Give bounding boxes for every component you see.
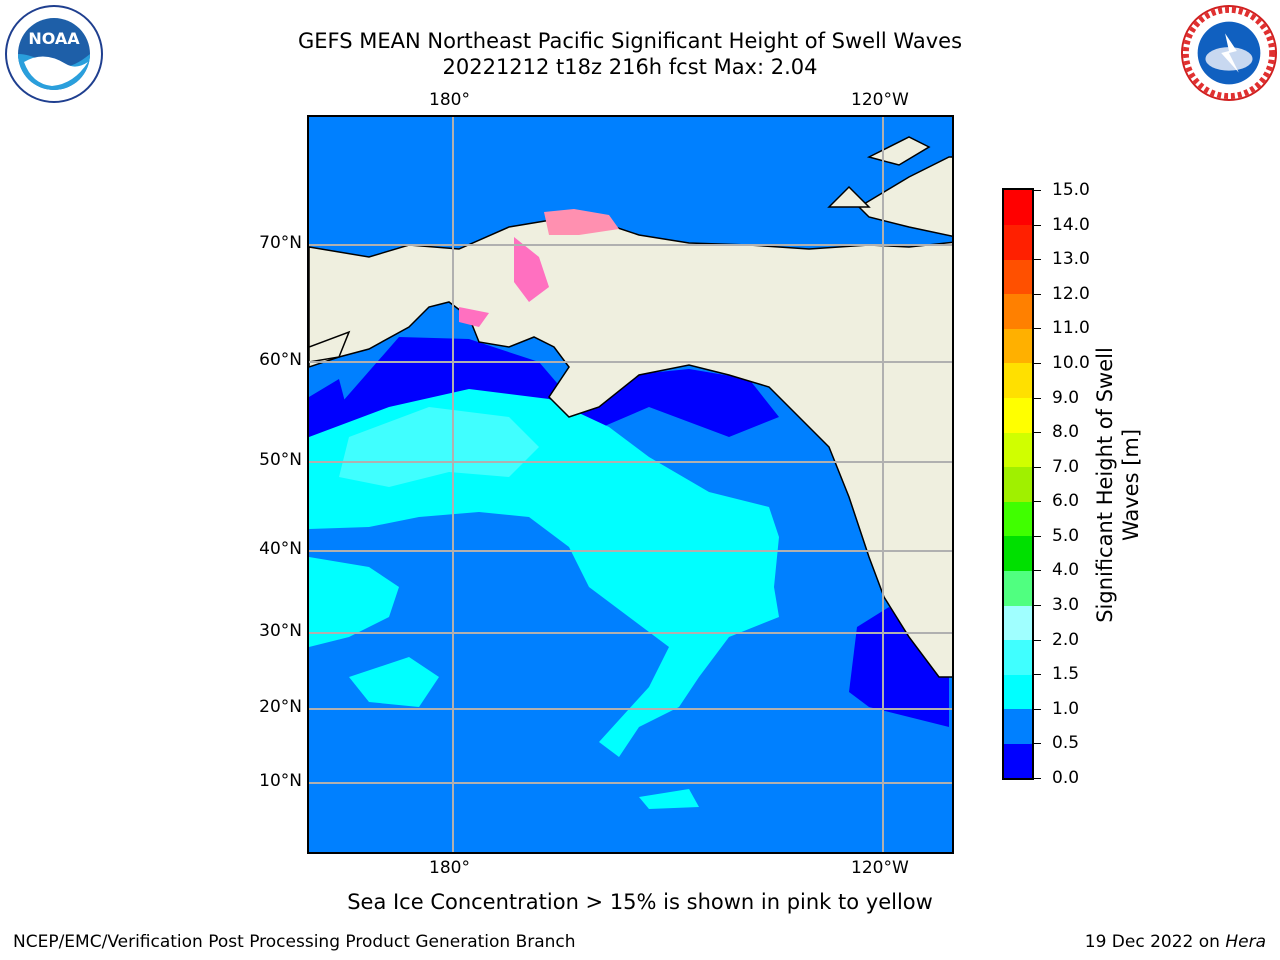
colorbar-tick-label: 0.5 [1052, 733, 1080, 754]
colorbar-title-line2: Waves [m] [1119, 428, 1143, 542]
colorbar-tick [1034, 778, 1041, 779]
footer-branch: NCEP/EMC/Verification Post Processing Pr… [13, 932, 576, 952]
colorbar-segment [1004, 501, 1032, 537]
colorbar-tick [1034, 501, 1041, 503]
chart-title: GEFS MEAN Northeast Pacific Significant … [297, 29, 963, 53]
noaa-logo-icon: NOAA [5, 5, 103, 103]
colorbar-segment [1004, 190, 1032, 226]
colorbar-tick [1034, 190, 1041, 191]
footer-date: 19 Dec 2022 on Hera [1085, 932, 1266, 952]
colorbar-tick-label: 5.0 [1052, 525, 1080, 546]
colorbar-segment [1004, 535, 1032, 571]
lat-label-20n: 20°N [259, 697, 302, 717]
chart-subtitle: 20221212 t18z 216h fcst Max: 2.04 [442, 55, 818, 79]
colorbar-tick [1034, 224, 1041, 226]
colorbar-tick [1034, 466, 1041, 468]
colorbar-segment [1004, 605, 1032, 641]
lat-label-60n: 60°N [259, 350, 302, 370]
lat-label-30n: 30°N [259, 621, 302, 641]
colorbar-tick [1034, 259, 1041, 261]
sea-ice-footnote: Sea Ice Concentration > 15% is shown in … [347, 890, 933, 914]
colorbar-tick-label: 6.0 [1052, 491, 1080, 512]
colorbar-tick [1034, 570, 1041, 572]
lat-label-10n: 10°N [259, 771, 302, 791]
colorbar-segment [1004, 743, 1032, 779]
low-swell-baja [849, 607, 949, 727]
colorbar-tick [1034, 328, 1041, 330]
lon-label-bottom-180: 180° [429, 858, 470, 878]
colorbar-tick-label: 8.0 [1052, 422, 1080, 443]
footer-host: Hera [1225, 932, 1266, 952]
colorbar-tick-label: 12.0 [1052, 283, 1090, 304]
nws-logo-icon [1180, 4, 1278, 102]
colorbar-tick-label: 9.0 [1052, 387, 1080, 408]
colorbar-segment [1004, 466, 1032, 502]
colorbar-tick [1034, 743, 1041, 745]
colorbar [1002, 188, 1034, 780]
colorbar-segment [1004, 674, 1032, 710]
colorbar-tick-label: 15.0 [1052, 180, 1090, 200]
graticule [309, 117, 952, 852]
lon-label-top-180: 180° [429, 90, 470, 110]
colorbar-segment [1004, 397, 1032, 433]
lon-label-bottom-120w: 120°W [851, 858, 909, 878]
colorbar-tick-label: 3.0 [1052, 595, 1080, 616]
colorbar-segment [1004, 259, 1032, 295]
colorbar-tick [1034, 639, 1041, 641]
colorbar-segment [1004, 639, 1032, 675]
colorbar-segment [1004, 570, 1032, 606]
lat-label-50n: 50°N [259, 450, 302, 470]
swell-height-map [309, 117, 952, 852]
colorbar-title-line1: Significant Height of Swell [1093, 347, 1117, 623]
sea-ice-chukchi [544, 209, 619, 235]
lon-label-top-120w: 120°W [851, 90, 909, 110]
map-panel [307, 115, 954, 854]
colorbar-tick [1034, 397, 1041, 399]
sea-ice-bering [514, 237, 549, 302]
colorbar-tick-label: 13.0 [1052, 249, 1090, 270]
higher-swell-patch [339, 407, 539, 487]
colorbar-tick [1034, 605, 1041, 607]
colorbar-tick-label: 10.0 [1052, 352, 1090, 373]
colorbar-segment [1004, 362, 1032, 399]
colorbar-title: Significant Height of Swell Waves [m] [1092, 347, 1144, 623]
colorbar-tick [1034, 674, 1041, 676]
colorbar-tick-label: 11.0 [1052, 318, 1090, 339]
colorbar-tick [1034, 535, 1041, 537]
colorbar-tick-label: 2.0 [1052, 629, 1080, 650]
colorbar-tick-label: 1.5 [1052, 664, 1080, 685]
colorbar-segment [1004, 708, 1032, 744]
colorbar-tick-label: 4.0 [1052, 560, 1080, 581]
colorbar-segment [1004, 432, 1032, 468]
colorbar-tick [1034, 432, 1041, 434]
colorbar-tick [1034, 708, 1041, 710]
colorbar-segment [1004, 224, 1032, 260]
colorbar-tick [1034, 362, 1041, 364]
noaa-logo-text: NOAA [28, 29, 80, 48]
colorbar-segment [1004, 293, 1032, 329]
colorbar-tick-label: 7.0 [1052, 456, 1080, 477]
colorbar-segment [1004, 328, 1032, 364]
mid-swell-band [309, 389, 779, 757]
lat-label-70n: 70°N [259, 233, 302, 253]
footer-date-text: 19 Dec 2022 on [1084, 932, 1220, 952]
colorbar-tick [1034, 293, 1041, 295]
lat-label-40n: 40°N [259, 539, 302, 559]
colorbar-tick-label: 1.0 [1052, 698, 1080, 719]
colorbar-tick-label: 0.0 [1052, 768, 1080, 788]
colorbar-tick-label: 14.0 [1052, 214, 1090, 235]
